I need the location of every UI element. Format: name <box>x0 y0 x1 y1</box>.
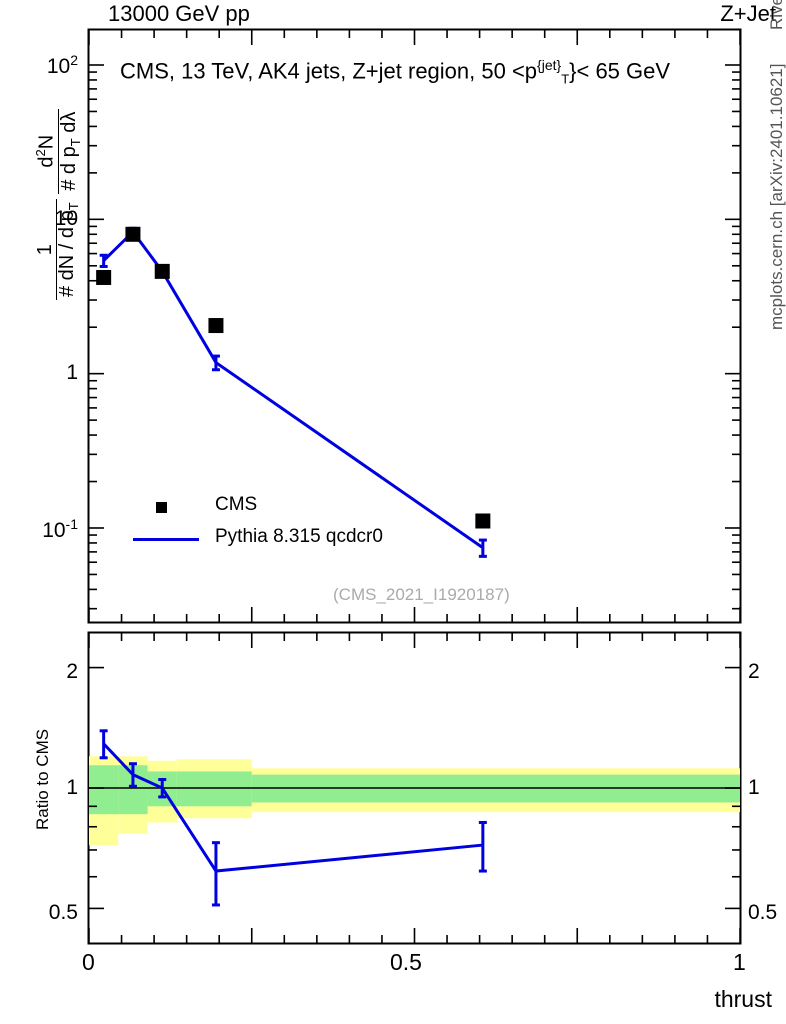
legend-label-pythia: Pythia 8.315 qcdcr0 <box>215 526 383 547</box>
xtick-label-1: 1 <box>733 949 746 975</box>
ratio-axis-ticks <box>88 633 741 943</box>
main-series-group <box>96 226 491 558</box>
ratio-uncertainty-bands <box>89 756 740 846</box>
xtick-label-05: 0.5 <box>390 949 422 975</box>
header-left-beam-label: 13000 GeV pp <box>108 1 250 26</box>
analysis-id-watermark: (CMS_2021_I1920187) <box>333 585 510 604</box>
ratio-ytick-label-1-right: 1 <box>748 776 760 799</box>
main-ytick-label-1e-1: 10-1 <box>42 516 78 542</box>
main-ytick-label-1e2: 102 <box>46 52 78 78</box>
legend-line-marker-icon <box>133 523 203 555</box>
main-ytick-label-1: 1 <box>66 361 78 384</box>
ratio-ytick-label-1-left: 1 <box>66 776 78 799</box>
main-axis-ticks <box>88 30 741 622</box>
ratio-series-group <box>99 729 487 907</box>
xtick-label-0: 0 <box>82 949 95 975</box>
x-axis-title: thrust <box>714 986 772 1012</box>
legend-label-cms: CMS <box>215 494 258 515</box>
main-plot-caption: CMS, 13 TeV, AK4 jets, Z+jet region, 50 … <box>120 57 671 87</box>
ratio-ytick-label-05-left: 0.5 <box>48 901 78 924</box>
ratio-ytick-label-2-left: 2 <box>66 660 78 683</box>
ratio-ytick-label-2-right: 2 <box>748 660 760 683</box>
main-ytick-label-10: 10 <box>54 207 78 230</box>
ratio-plot-frame <box>87 631 742 945</box>
ratio-ytick-label-05-right: 0.5 <box>748 901 778 924</box>
main-plot-frame <box>87 28 742 624</box>
header-right-process-label: Z+Jet <box>720 1 776 26</box>
legend-square-marker-icon <box>133 491 203 523</box>
